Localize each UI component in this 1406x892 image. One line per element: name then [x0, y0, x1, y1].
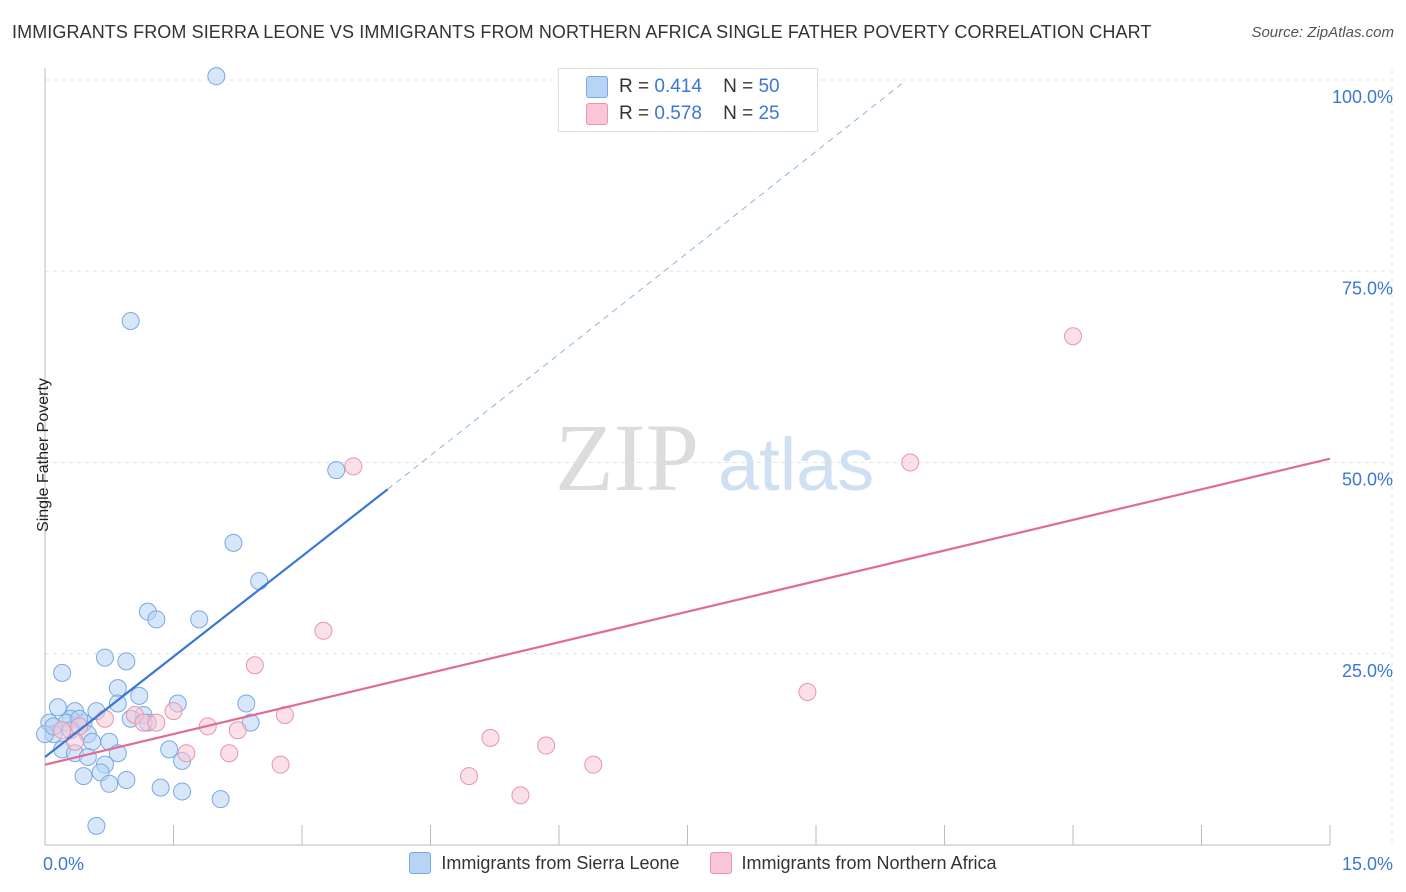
point-sierra-leone	[224, 533, 243, 552]
legend-label: Immigrants from Northern Africa	[741, 852, 997, 873]
legend-item-northern-africa[interactable]: Immigrants from Northern Africa	[709, 852, 997, 874]
watermark: ZIP atlas	[555, 404, 874, 511]
point-northern-africa	[584, 755, 603, 774]
point-sierra-leone	[53, 663, 72, 682]
r-label: R =	[619, 76, 650, 97]
chart-title: IMMIGRANTS FROM SIERRA LEONE VS IMMIGRAN…	[12, 22, 1152, 42]
point-sierra-leone	[173, 782, 192, 801]
point-sierra-leone	[130, 686, 149, 705]
point-northern-africa	[481, 728, 500, 747]
point-sierra-leone	[78, 748, 97, 767]
point-northern-africa	[228, 721, 247, 740]
point-northern-africa	[511, 786, 530, 805]
point-northern-africa	[164, 702, 183, 721]
legend-item-sierra-leone[interactable]: Immigrants from Sierra Leone	[409, 852, 680, 874]
point-northern-africa	[460, 767, 479, 786]
point-northern-africa	[344, 457, 363, 476]
n-label: N =	[723, 76, 754, 97]
r-value: 0.578	[654, 103, 702, 124]
stats-swatch-pink	[586, 103, 608, 125]
watermark-atlas: atlas	[718, 423, 874, 506]
y-tick-label: 25.0%	[1342, 661, 1393, 681]
point-northern-africa	[537, 736, 556, 755]
point-northern-africa	[220, 744, 239, 763]
point-northern-africa	[798, 683, 817, 701]
x-tick-label: 0.0%	[43, 854, 84, 874]
legend: Immigrants from Sierra Leone Immigrants …	[0, 852, 1406, 874]
source-label: Source: ZipAtlas.com	[1251, 24, 1394, 41]
r-value: 0.414	[654, 76, 702, 97]
trend-lines	[44, 83, 1331, 766]
n-label: N =	[723, 103, 754, 124]
legend-label: Immigrants from Sierra Leone	[441, 852, 680, 873]
point-sierra-leone	[117, 652, 136, 671]
point-northern-africa	[314, 621, 333, 640]
y-tick-label: 50.0%	[1342, 470, 1393, 490]
y-tick-label: 100.0%	[1332, 87, 1393, 107]
stats-swatch-blue	[586, 76, 608, 98]
point-sierra-leone	[211, 790, 230, 809]
trend-line-sierra-leone	[44, 488, 389, 758]
y-axis-label: Single Father Poverty	[35, 378, 52, 532]
trend-line-northern-africa	[44, 457, 1331, 766]
point-sierra-leone	[207, 67, 226, 86]
point-northern-africa	[245, 656, 264, 675]
stats-row-sierra-leone: R = 0.414 N = 50	[586, 74, 780, 100]
point-northern-africa	[53, 721, 72, 740]
stats-box: R = 0.414 N = 50 R = 0.578 N = 25	[558, 68, 818, 132]
stats-row-northern-africa: R = 0.578 N = 25	[586, 101, 780, 127]
legend-swatch-pink	[709, 852, 732, 874]
x-tick-label: 15.0%	[1342, 854, 1393, 874]
point-northern-africa	[95, 709, 114, 728]
point-sierra-leone	[108, 694, 127, 713]
point-sierra-leone	[327, 461, 346, 480]
r-label: R =	[619, 103, 650, 124]
n-value: 25	[758, 103, 780, 124]
point-sierra-leone	[83, 732, 102, 751]
point-northern-africa	[1064, 327, 1082, 346]
legend-swatch-blue	[409, 852, 432, 874]
point-sierra-leone	[87, 816, 106, 835]
point-sierra-leone	[190, 610, 209, 629]
point-sierra-leone	[48, 698, 67, 717]
y-tick-label: 75.0%	[1342, 278, 1393, 298]
point-sierra-leone	[237, 694, 256, 713]
data-points	[36, 67, 1082, 835]
point-northern-africa	[901, 453, 920, 472]
n-value: 50	[758, 76, 780, 97]
tick-labels: 100.0% 75.0% 50.0% 25.0% 0.0% 15.0%	[43, 87, 1393, 874]
point-northern-africa	[271, 755, 290, 774]
point-sierra-leone	[147, 610, 166, 629]
point-northern-africa	[147, 713, 166, 732]
point-sierra-leone	[117, 770, 136, 789]
watermark-zip: ZIP	[555, 404, 699, 511]
point-sierra-leone	[95, 648, 114, 667]
point-sierra-leone	[121, 311, 140, 330]
point-northern-africa	[177, 744, 196, 763]
point-sierra-leone	[100, 774, 119, 793]
point-sierra-leone	[151, 778, 170, 797]
point-northern-africa	[65, 732, 84, 751]
point-sierra-leone	[74, 767, 93, 786]
point-sierra-leone	[250, 572, 269, 591]
point-sierra-leone	[160, 740, 179, 759]
